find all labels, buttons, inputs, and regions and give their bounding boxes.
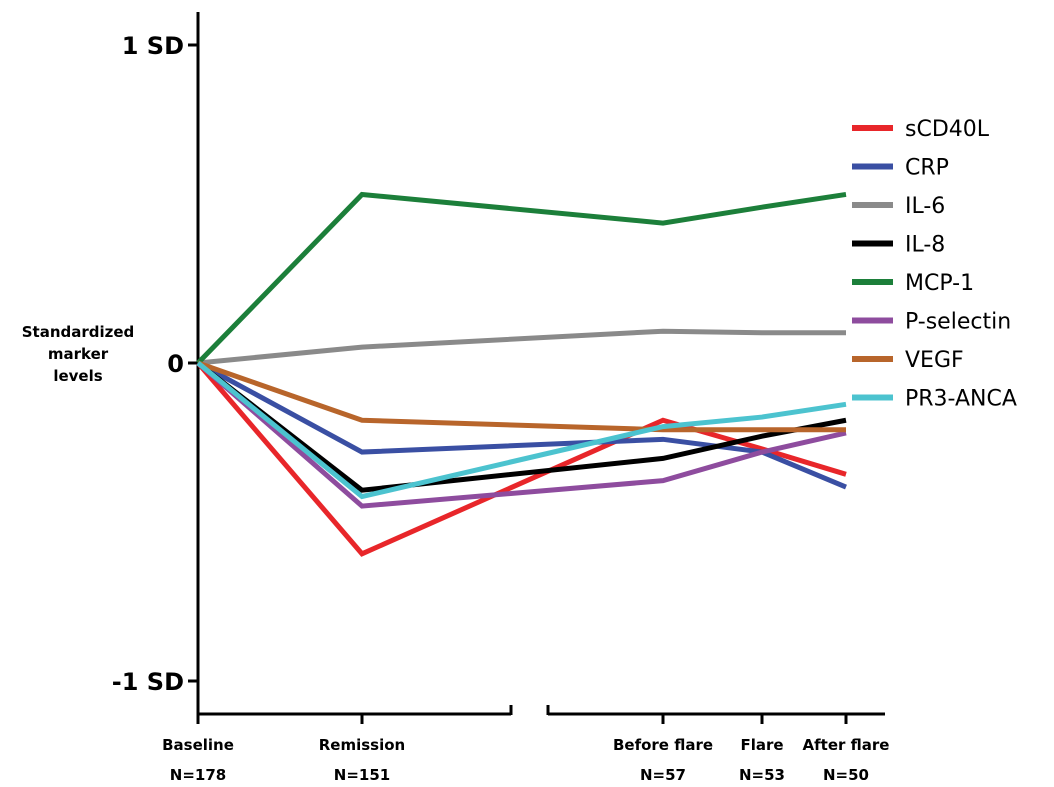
legend-label: IL-8 — [905, 233, 945, 258]
legend-label: sCD40L — [905, 117, 990, 142]
legend-label: CRP — [905, 156, 949, 181]
x-tick-label: Remission — [319, 736, 405, 754]
x-tick-count-label: N=178 — [170, 766, 226, 784]
legend-label: IL-6 — [905, 194, 945, 219]
x-tick-count-label: N=50 — [823, 766, 869, 784]
legend-label: PR3-ANCA — [905, 387, 1017, 412]
y-tick-label: -1 SD — [112, 668, 184, 696]
legend-label: P-selectin — [905, 310, 1011, 335]
series-line-scd40l — [196, 361, 847, 557]
series-line-vegf — [197, 360, 846, 433]
axes: 1 SD 0 -1 SD Standardized marker levels Baseli… — [22, 12, 890, 784]
series-line-pr3-anca — [196, 361, 847, 500]
series-line-crp — [196, 360, 847, 490]
legend-label: MCP-1 — [905, 271, 974, 296]
y-axis-title: Standardized marker levels — [22, 323, 135, 385]
y-tick-label: 1 SD — [122, 32, 184, 60]
y-axis-title-line: marker — [48, 345, 109, 363]
legend-label: VEGF — [905, 348, 964, 373]
series-line-il-6 — [197, 328, 846, 366]
x-tick-label: Before flare — [613, 736, 713, 754]
y-axis-title-line: levels — [53, 367, 102, 385]
x-tick-label: Baseline — [162, 736, 234, 754]
series-line-mcp-1 — [196, 191, 847, 365]
x-tick-label: After flare — [803, 736, 890, 754]
legend: sCD40L CRP IL-6 IL-8 MCP-1 P-selectin VEGF PR3-… — [852, 117, 1017, 412]
x-tick-count-label: N=57 — [640, 766, 686, 784]
x-tick-count-label: N=151 — [334, 766, 390, 784]
x-tick-label: Flare — [740, 736, 783, 754]
y-axis-title-line: Standardized — [22, 323, 135, 341]
series-line-p-selectin — [196, 361, 847, 509]
series-layer — [196, 191, 847, 557]
x-tick-count-label: N=53 — [739, 766, 785, 784]
y-tick-label: 0 — [167, 350, 184, 378]
